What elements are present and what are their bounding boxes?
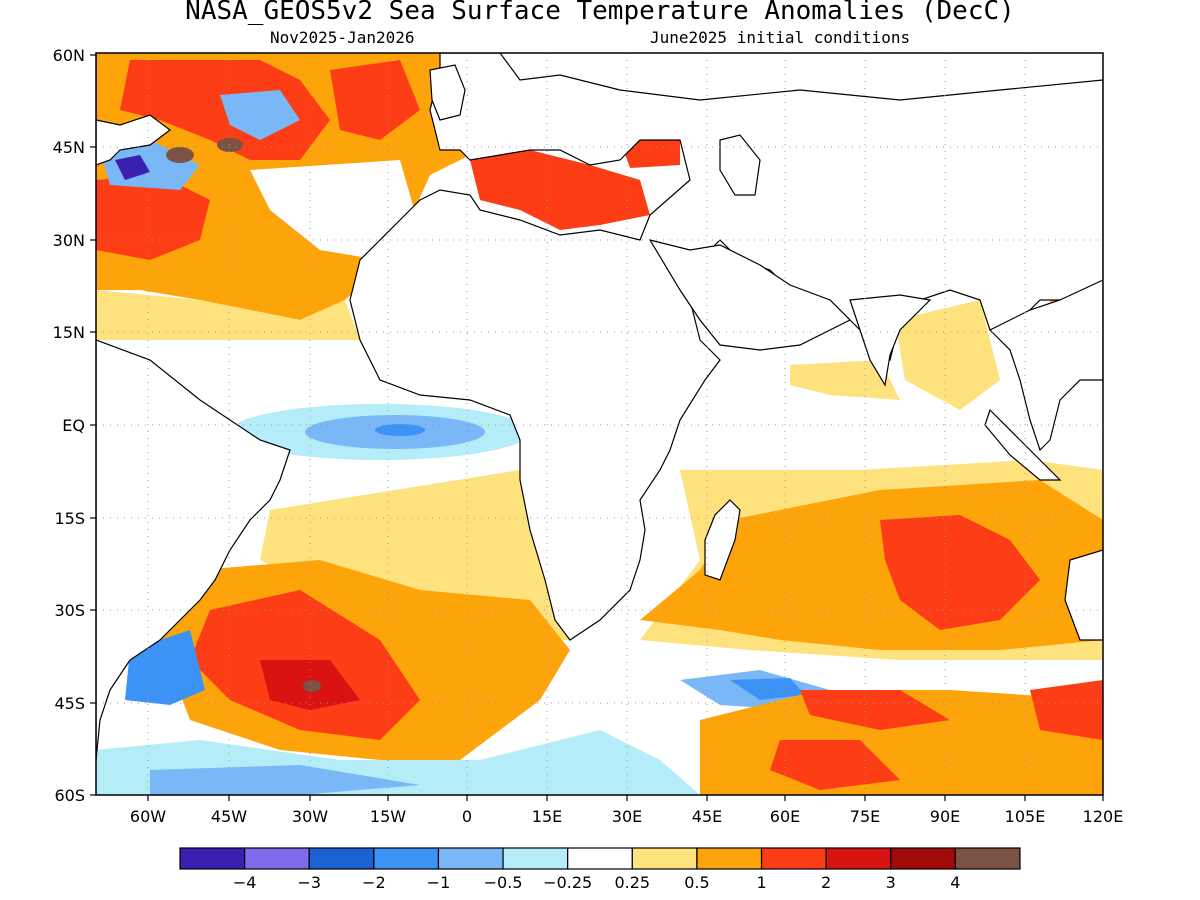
cold-region-labrador — [220, 90, 300, 140]
map-title: NASA_GEOS5v2 Sea Surface Temperature Ano… — [185, 0, 1015, 26]
colorbar-swatch — [437, 847, 504, 870]
colorbar-swatch — [825, 847, 892, 870]
extreme-warm-spot — [303, 680, 321, 692]
warm-region-arabian-sea — [790, 360, 900, 400]
lon-label: 30E — [612, 807, 642, 826]
lon-label: 75E — [850, 807, 880, 826]
hot-region-south-indian — [880, 515, 1040, 630]
cold-inner-core — [375, 424, 425, 436]
cold-core-agulhas — [730, 678, 805, 700]
very-cold-core — [115, 155, 150, 180]
hot-region-southern-indian — [800, 690, 950, 730]
lat-label: 15N — [53, 323, 85, 342]
lat-label: 45S — [54, 694, 85, 713]
hot-region-east-indian — [1030, 680, 1103, 740]
lon-label: 120E — [1083, 807, 1124, 826]
india — [849, 294, 932, 387]
lat-label: EQ — [62, 416, 85, 435]
forecast-period: Nov2025-Jan2026 — [270, 28, 415, 47]
lon-label: 105E — [1005, 807, 1046, 826]
colorbar-swatch — [631, 847, 698, 870]
colorbar-swatch — [567, 847, 633, 870]
grid-lines — [96, 53, 1103, 795]
colorbar-label: −0.5 — [484, 873, 523, 892]
hot-region-north-sea — [330, 60, 420, 140]
arabian-peninsula — [648, 239, 852, 351]
lat-label: 60N — [53, 46, 85, 65]
hot-region-nw-atlantic — [96, 175, 210, 260]
southeast-asia — [988, 279, 1103, 452]
lon-label: 90E — [930, 807, 960, 826]
colorbar-swatch — [308, 847, 375, 870]
tick-marks — [90, 54, 1104, 801]
colorbar-label: −3 — [297, 873, 321, 892]
colorbar — [179, 847, 1021, 870]
warm-region-bay-of-bengal — [895, 300, 1000, 410]
colorbar-label: −1 — [427, 873, 451, 892]
lon-label: 60E — [770, 807, 800, 826]
british-isles — [429, 64, 466, 121]
colorbar-label: 0.5 — [684, 873, 709, 892]
warm-region-mediterranean — [470, 150, 650, 230]
colorbar-label: −2 — [362, 873, 386, 892]
lat-label: 45N — [53, 138, 85, 157]
colorbar-swatch — [890, 847, 956, 870]
colorbar-swatch — [760, 847, 827, 870]
colorbar-label: 4 — [950, 873, 960, 892]
initial-conditions: June2025 initial conditions — [650, 28, 911, 47]
south-america — [96, 339, 291, 761]
lat-label: 15S — [54, 509, 85, 528]
land-masses — [96, 53, 1103, 761]
latitude-labels: 60N 45N 30N 15N EQ 15S 30S 45S 60S — [53, 46, 85, 805]
colorbar-swatch — [954, 847, 1021, 870]
colorbar-label: 3 — [886, 873, 896, 892]
colorbar-label: 2 — [821, 873, 831, 892]
colorbar-swatch — [696, 847, 763, 870]
colorbar-labels: −4 −3 −2 −1 −0.5 −0.25 0.25 0.5 1 2 3 4 — [233, 873, 961, 892]
lon-label: 45W — [211, 807, 247, 826]
cool-region-southern-ocean-2 — [150, 765, 420, 795]
colorbar-label: −4 — [233, 873, 257, 892]
colorbar-swatch — [244, 847, 310, 870]
lat-label: 30S — [54, 601, 85, 620]
madagascar — [704, 499, 741, 581]
lon-label: 0 — [462, 807, 472, 826]
lon-label: 45E — [692, 807, 722, 826]
extreme-warm-spot — [166, 147, 194, 163]
colorbar-swatch — [502, 847, 569, 870]
hot-region-southern-indian-2 — [770, 740, 900, 790]
colorbar-label: 0.25 — [614, 873, 650, 892]
colorbar-label: 1 — [756, 873, 766, 892]
lat-label: 60S — [54, 786, 85, 805]
australia — [1064, 549, 1103, 641]
map-frame — [95, 52, 1104, 796]
north-america — [96, 53, 171, 166]
colorbar-label: −0.25 — [543, 873, 592, 892]
extreme-warm-spot — [217, 138, 243, 152]
pale-region-subtropics — [250, 160, 420, 260]
lon-label: 30W — [292, 807, 328, 826]
lon-label: 15E — [532, 807, 562, 826]
lon-label: 15W — [370, 807, 406, 826]
colorbar-swatch — [373, 847, 440, 870]
longitude-labels: 60W 45W 30W 15W 0 15E 30E 45E 60E 75E 90… — [130, 807, 1123, 826]
caspian-sea — [719, 134, 761, 196]
pale-region-subtropics-2 — [96, 290, 360, 340]
lat-label: 30N — [53, 231, 85, 250]
lon-label: 60W — [130, 807, 166, 826]
colorbar-swatch — [179, 847, 246, 870]
